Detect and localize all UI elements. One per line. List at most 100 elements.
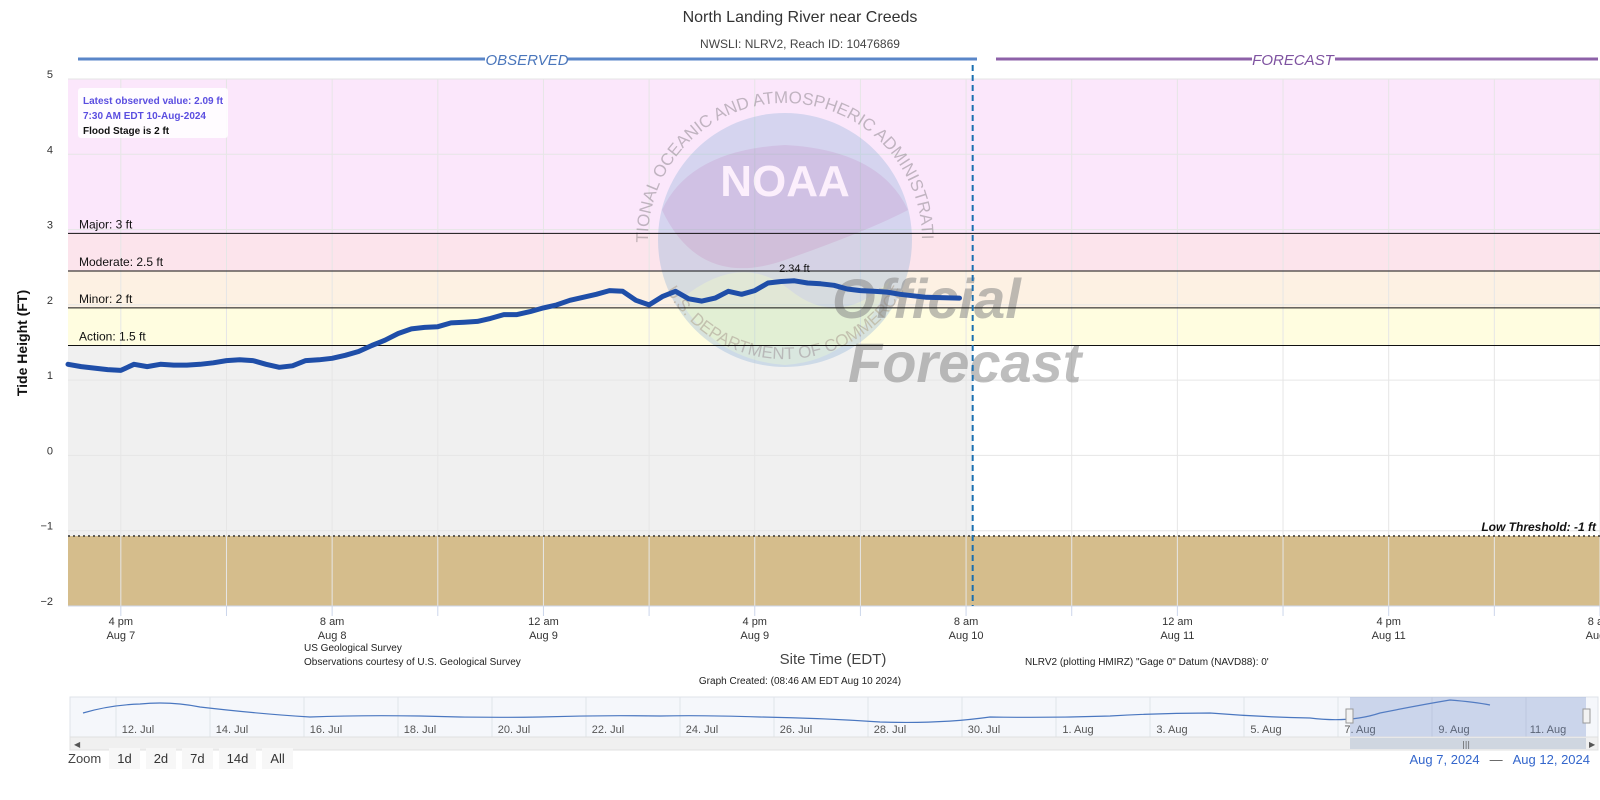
threshold-label-minor: Minor: 2 ft <box>79 292 133 306</box>
zoom-14d-button[interactable]: 14d <box>218 748 257 769</box>
x-tick-time: 8 am <box>954 616 978 628</box>
navigator-label: 9. Aug <box>1438 724 1469 736</box>
navigator-selection[interactable] <box>1350 697 1586 737</box>
noaa-wave-icon <box>680 272 890 365</box>
noaa-bird-icon <box>662 145 908 269</box>
navigator-label: 7. Aug <box>1344 724 1375 736</box>
y-tick-label: −2 <box>40 596 53 608</box>
datum-note: NLRV2 (plotting HMIRZ) "Gage 0" Datum (N… <box>1025 657 1269 668</box>
y-axis-title: Tide Height (FT) <box>14 290 30 396</box>
x-tick-time: 4 pm <box>743 616 767 628</box>
x-tick-time: 4 pm <box>109 616 133 628</box>
scroll-left-icon[interactable]: ◀ <box>74 740 81 749</box>
band-minor <box>68 307 1600 346</box>
low-threshold-label: Low Threshold: -1 ft <box>1481 520 1597 534</box>
zoom-label: Zoom <box>68 751 102 766</box>
official-forecast-watermark: Official Forecast <box>832 267 1084 394</box>
navigator-label: 14. Jul <box>216 724 248 736</box>
x-tick-date: Aug 10 <box>949 630 984 642</box>
navigator-label: 26. Jul <box>780 724 812 736</box>
navigator-label: 24. Jul <box>686 724 718 736</box>
navigator-label: 11. Aug <box>1530 724 1567 736</box>
latest-time-text: 7:30 AM EDT 10-Aug-2024 <box>83 111 206 122</box>
chart-subtitle: NWSLI: NLRV2, Reach ID: 10476869 <box>700 37 900 51</box>
scrollbar-thumb[interactable] <box>1350 738 1586 749</box>
y-tick-label: 2 <box>47 295 53 307</box>
zoom-bar: Zoom 1d 2d 7d 14d All <box>68 748 293 769</box>
noaa-center-text: NOAA <box>720 157 850 206</box>
band-above-major <box>68 79 1600 234</box>
observed-header: OBSERVED <box>78 52 977 69</box>
x-tick-date: Aug 9 <box>529 630 558 642</box>
x-tick-time: 4 pm <box>1376 616 1400 628</box>
navigator-label: 3. Aug <box>1156 724 1187 736</box>
x-tick-time: 12 am <box>1162 616 1193 628</box>
forecast-header: FORECAST <box>996 52 1598 69</box>
navigator-label: 22. Jul <box>592 724 624 736</box>
chart-title: North Landing River near Creeds <box>683 9 918 26</box>
observed-label: OBSERVED <box>485 52 568 69</box>
graph-created: Graph Created: (08:46 AM EDT Aug 10 2024… <box>699 676 901 687</box>
threshold-bands <box>68 79 1600 606</box>
scroll-right-icon[interactable]: ▶ <box>1589 740 1596 749</box>
date-range: Aug 7, 2024 — Aug 12, 2024 <box>1410 752 1590 767</box>
scrollbar-grip-icon: ||| <box>1462 740 1470 749</box>
x-axis: 4 pm Aug 7 8 am Aug 8 12 am Aug 9 4 pm Aug 9 8 a… <box>68 605 1600 642</box>
forecast-region <box>972 345 1600 536</box>
y-tick-label: 5 <box>47 69 53 81</box>
latest-value-text: Latest observed value: 2.09 ft <box>83 96 224 107</box>
range-to[interactable]: Aug 12, 2024 <box>1512 752 1590 767</box>
threshold-label-moderate: Moderate: 2.5 ft <box>79 255 164 269</box>
y-axis: 5 4 3 2 1 0 −1 −2 <box>40 69 53 608</box>
threshold-label-action: Action: 1.5 ft <box>79 330 146 344</box>
navigator-label: 12. Jul <box>122 724 154 736</box>
navigator-label: 18. Jul <box>404 724 436 736</box>
y-tick-label: 1 <box>47 370 53 382</box>
zoom-2d-button[interactable]: 2d <box>145 748 177 769</box>
usgs-source: US Geological Survey <box>304 643 402 654</box>
threshold-label-major: Major: 3 ft <box>79 217 133 231</box>
navigator-label: 20. Jul <box>498 724 530 736</box>
navigator-label: 28. Jul <box>874 724 906 736</box>
band-below-low <box>68 535 1600 606</box>
x-axis-title: Site Time (EDT) <box>780 651 887 668</box>
zoom-7d-button[interactable]: 7d <box>182 748 213 769</box>
range-separator: — <box>1489 752 1503 767</box>
flood-stage-text: Flood Stage is 2 ft <box>83 126 170 137</box>
x-tick-date: Aug 8 <box>318 630 347 642</box>
navigator-handle-left[interactable] <box>1345 708 1354 724</box>
navigator-label: 30. Jul <box>968 724 1000 736</box>
noaa-logo <box>658 113 912 367</box>
latest-value-box: Latest observed value: 2.09 ft 7:30 AM E… <box>78 88 228 138</box>
navigator-label: 1. Aug <box>1062 724 1093 736</box>
peak-label: 2.34 ft <box>779 263 810 275</box>
navigator-scrollbar[interactable] <box>69 736 1599 751</box>
band-moderate <box>68 270 1600 308</box>
threshold-lines: Major: 3 ft Moderate: 2.5 ft Minor: 2 ft Ac… <box>68 217 1600 537</box>
x-tick-date: Aug 9 <box>740 630 769 642</box>
zoom-all-button[interactable]: All <box>262 748 293 769</box>
usgs-courtesy: Observations courtesy of U.S. Geological… <box>304 657 521 668</box>
y-tick-label: −1 <box>40 521 53 533</box>
range-from[interactable]: Aug 7, 2024 <box>1409 752 1480 767</box>
navigator-series <box>82 699 1491 724</box>
forecast-text: Forecast <box>848 331 1084 394</box>
y-tick-label: 4 <box>47 144 53 156</box>
x-tick-date: Aug 1 <box>1586 630 1600 642</box>
navigator-label: 5. Aug <box>1250 724 1281 736</box>
x-tick-time: 8 am <box>1588 616 1600 628</box>
y-tick-label: 0 <box>47 445 53 457</box>
navigator-handle-right[interactable] <box>1582 708 1591 724</box>
x-tick-time: 8 am <box>320 616 344 628</box>
forecast-label: FORECAST <box>1252 52 1336 69</box>
x-tick-time: 12 am <box>528 616 559 628</box>
navigator-label: 16. Jul <box>310 724 342 736</box>
zoom-1d-button[interactable]: 1d <box>109 748 140 769</box>
navigator[interactable]: 12. Jul 14. Jul 16. Jul 18. Jul 20. Jul 22. J… <box>69 696 1599 751</box>
x-tick-date: Aug 7 <box>106 630 135 642</box>
observed-series-line <box>65 278 962 373</box>
x-tick-date: Aug 11 <box>1160 630 1194 642</box>
band-major <box>68 233 1600 271</box>
y-tick-label: 3 <box>47 220 53 232</box>
x-tick-date: Aug 11 <box>1372 630 1406 642</box>
